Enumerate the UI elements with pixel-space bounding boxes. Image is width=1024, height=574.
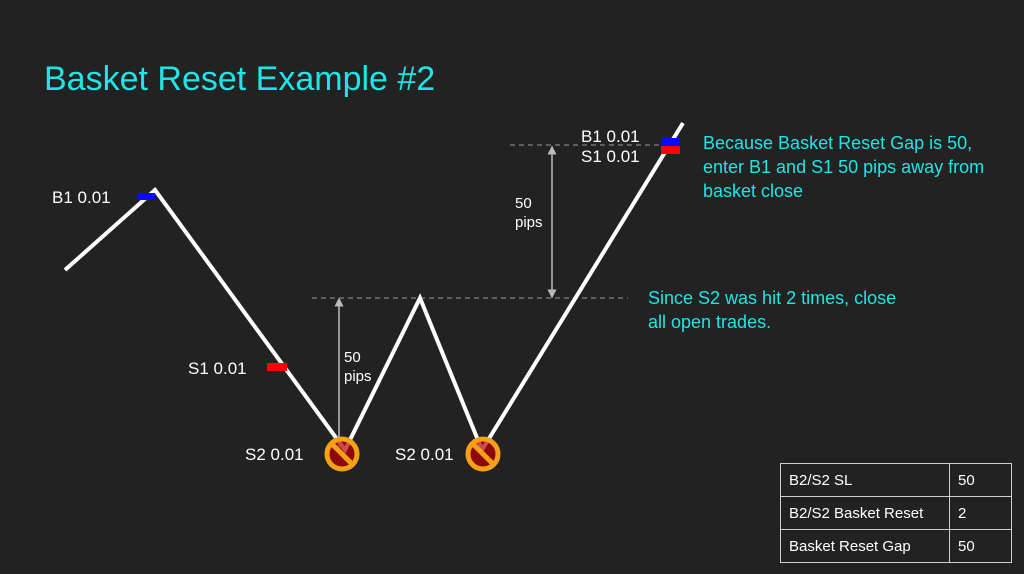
note-reset-gap: Because Basket Reset Gap is 50, enter B1 …	[703, 133, 984, 201]
s1-marker-left	[267, 363, 287, 371]
table-row: Basket Reset Gap 50	[780, 529, 1012, 563]
settings-table: B2/S2 SL 50 B2/S2 Basket Reset 2 Basket Re…	[780, 463, 1012, 563]
b1-label-left: B1 0.01	[52, 188, 111, 207]
s1-label-left: S1 0.01	[188, 359, 247, 378]
table-row: B2/S2 Basket Reset 2	[780, 496, 1012, 530]
gap-label-lower: 50 pips	[344, 349, 372, 385]
s2-label-first: S2 0.01	[245, 445, 304, 464]
note-close-all: Since S2 was hit 2 times, close all open …	[648, 288, 896, 332]
gap-label-upper: 50 pips	[515, 195, 543, 231]
slide-title: Basket Reset Example #2	[44, 60, 436, 98]
no-entry-icon	[324, 436, 360, 472]
b1-marker-right	[661, 138, 680, 146]
b1-label-right: B1 0.01	[581, 127, 640, 146]
s1-marker-right	[661, 146, 680, 154]
s2-label-second: S2 0.01	[395, 445, 454, 464]
b1-marker-left	[137, 193, 155, 200]
no-entry-icon	[465, 436, 501, 472]
price-line	[63, 121, 685, 455]
table-row: B2/S2 SL 50	[780, 463, 1012, 497]
s1-label-right: S1 0.01	[581, 147, 640, 166]
